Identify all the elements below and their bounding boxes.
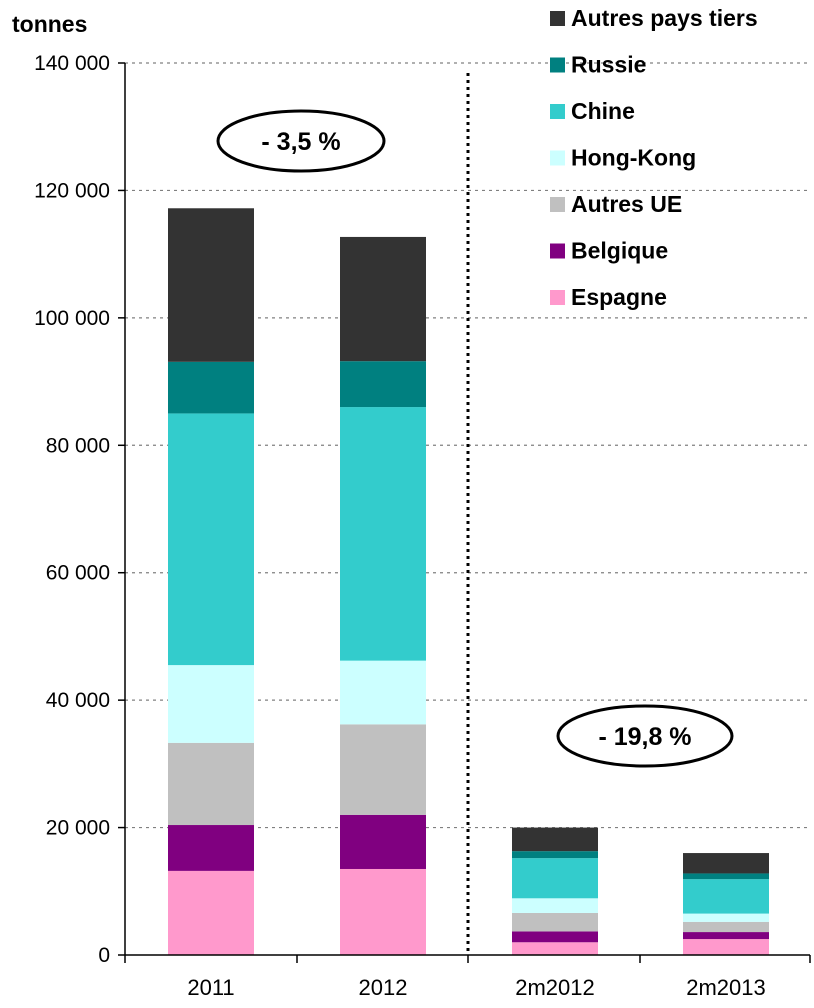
bars: [168, 208, 769, 955]
annotation-ellipse: [216, 109, 386, 173]
bar-segment: [683, 853, 769, 874]
annotation-label: - 19,8 %: [598, 723, 691, 751]
bar-segment: [168, 413, 254, 666]
x-tick-label: 2m2013: [686, 975, 766, 1000]
annotation-ellipse: [556, 704, 734, 768]
x-tick-label: 2m2012: [515, 975, 595, 1000]
bar-segment: [340, 236, 426, 362]
legend-label: Hong-Kong: [571, 145, 696, 171]
legend-swatch: [550, 57, 565, 73]
y-tick-label: 20 000: [46, 817, 110, 840]
bar-segment: [168, 825, 254, 871]
bar-segment: [683, 873, 769, 880]
bar-segment: [168, 361, 254, 414]
y-tick-label: 140 000: [34, 52, 110, 75]
legend-swatch: [550, 11, 565, 26]
legend-swatch: [550, 243, 565, 259]
bar-segment: [168, 870, 254, 955]
x-tick-label: 2011: [187, 975, 234, 1000]
y-tick-label: 120 000: [34, 179, 110, 202]
bar-segment: [168, 208, 254, 362]
y-axis-unit-label: tonnes: [12, 11, 87, 37]
bar-segment: [340, 814, 426, 869]
legend-swatch: [550, 104, 565, 119]
y-tick-label: 40 000: [46, 689, 110, 712]
legend-label: Chine: [571, 98, 635, 124]
bar-segment: [512, 912, 598, 932]
y-tick-label: 60 000: [46, 562, 110, 585]
bar-segment: [512, 898, 598, 913]
bar-segment: [512, 827, 598, 852]
x-ticks: 2011 2012 2m2012 2m2013: [124, 955, 811, 1000]
legend-swatch: [550, 150, 565, 166]
legend-swatch: [550, 197, 565, 212]
bar-segment: [340, 724, 426, 815]
legend-label: Belgique: [571, 238, 668, 264]
bar-segment: [512, 931, 598, 943]
bar-segment: [512, 858, 598, 899]
bar-segment: [512, 942, 598, 955]
annotation-label: - 3,5 %: [261, 128, 340, 156]
bar-segment: [683, 879, 769, 914]
x-tick-label: 2012: [359, 975, 408, 1000]
bar-segment: [340, 407, 426, 661]
bar-segment: [512, 851, 598, 859]
bar-segment: [168, 742, 254, 826]
y-ticks: 0 20 000 40 000 60 000 80 000 100 000 120 000 1…: [34, 52, 125, 967]
legend-label: Autres UE: [571, 191, 682, 217]
bar-segment: [683, 921, 769, 933]
y-tick-label: 0: [98, 944, 110, 967]
legend-label: Autres pays tiers: [571, 5, 758, 31]
bar-segment: [168, 665, 254, 743]
bar-segment: [340, 361, 426, 408]
bar-segment: [340, 660, 426, 725]
y-tick-label: 80 000: [46, 434, 110, 457]
legend-swatch: [550, 290, 565, 305]
legend: Autres pays tiers Russie Chine Hong-Kong Aut…: [550, 5, 758, 310]
legend-label: Espagne: [571, 284, 667, 310]
bar-segment: [340, 868, 426, 955]
legend-label: Russie: [571, 52, 646, 78]
bar-segment: [683, 932, 769, 940]
y-tick-label: 100 000: [34, 307, 110, 330]
bar-segment: [683, 913, 769, 922]
annotations: - 3,5 % - 19,8 %: [216, 109, 734, 768]
bar-segment: [683, 939, 769, 955]
